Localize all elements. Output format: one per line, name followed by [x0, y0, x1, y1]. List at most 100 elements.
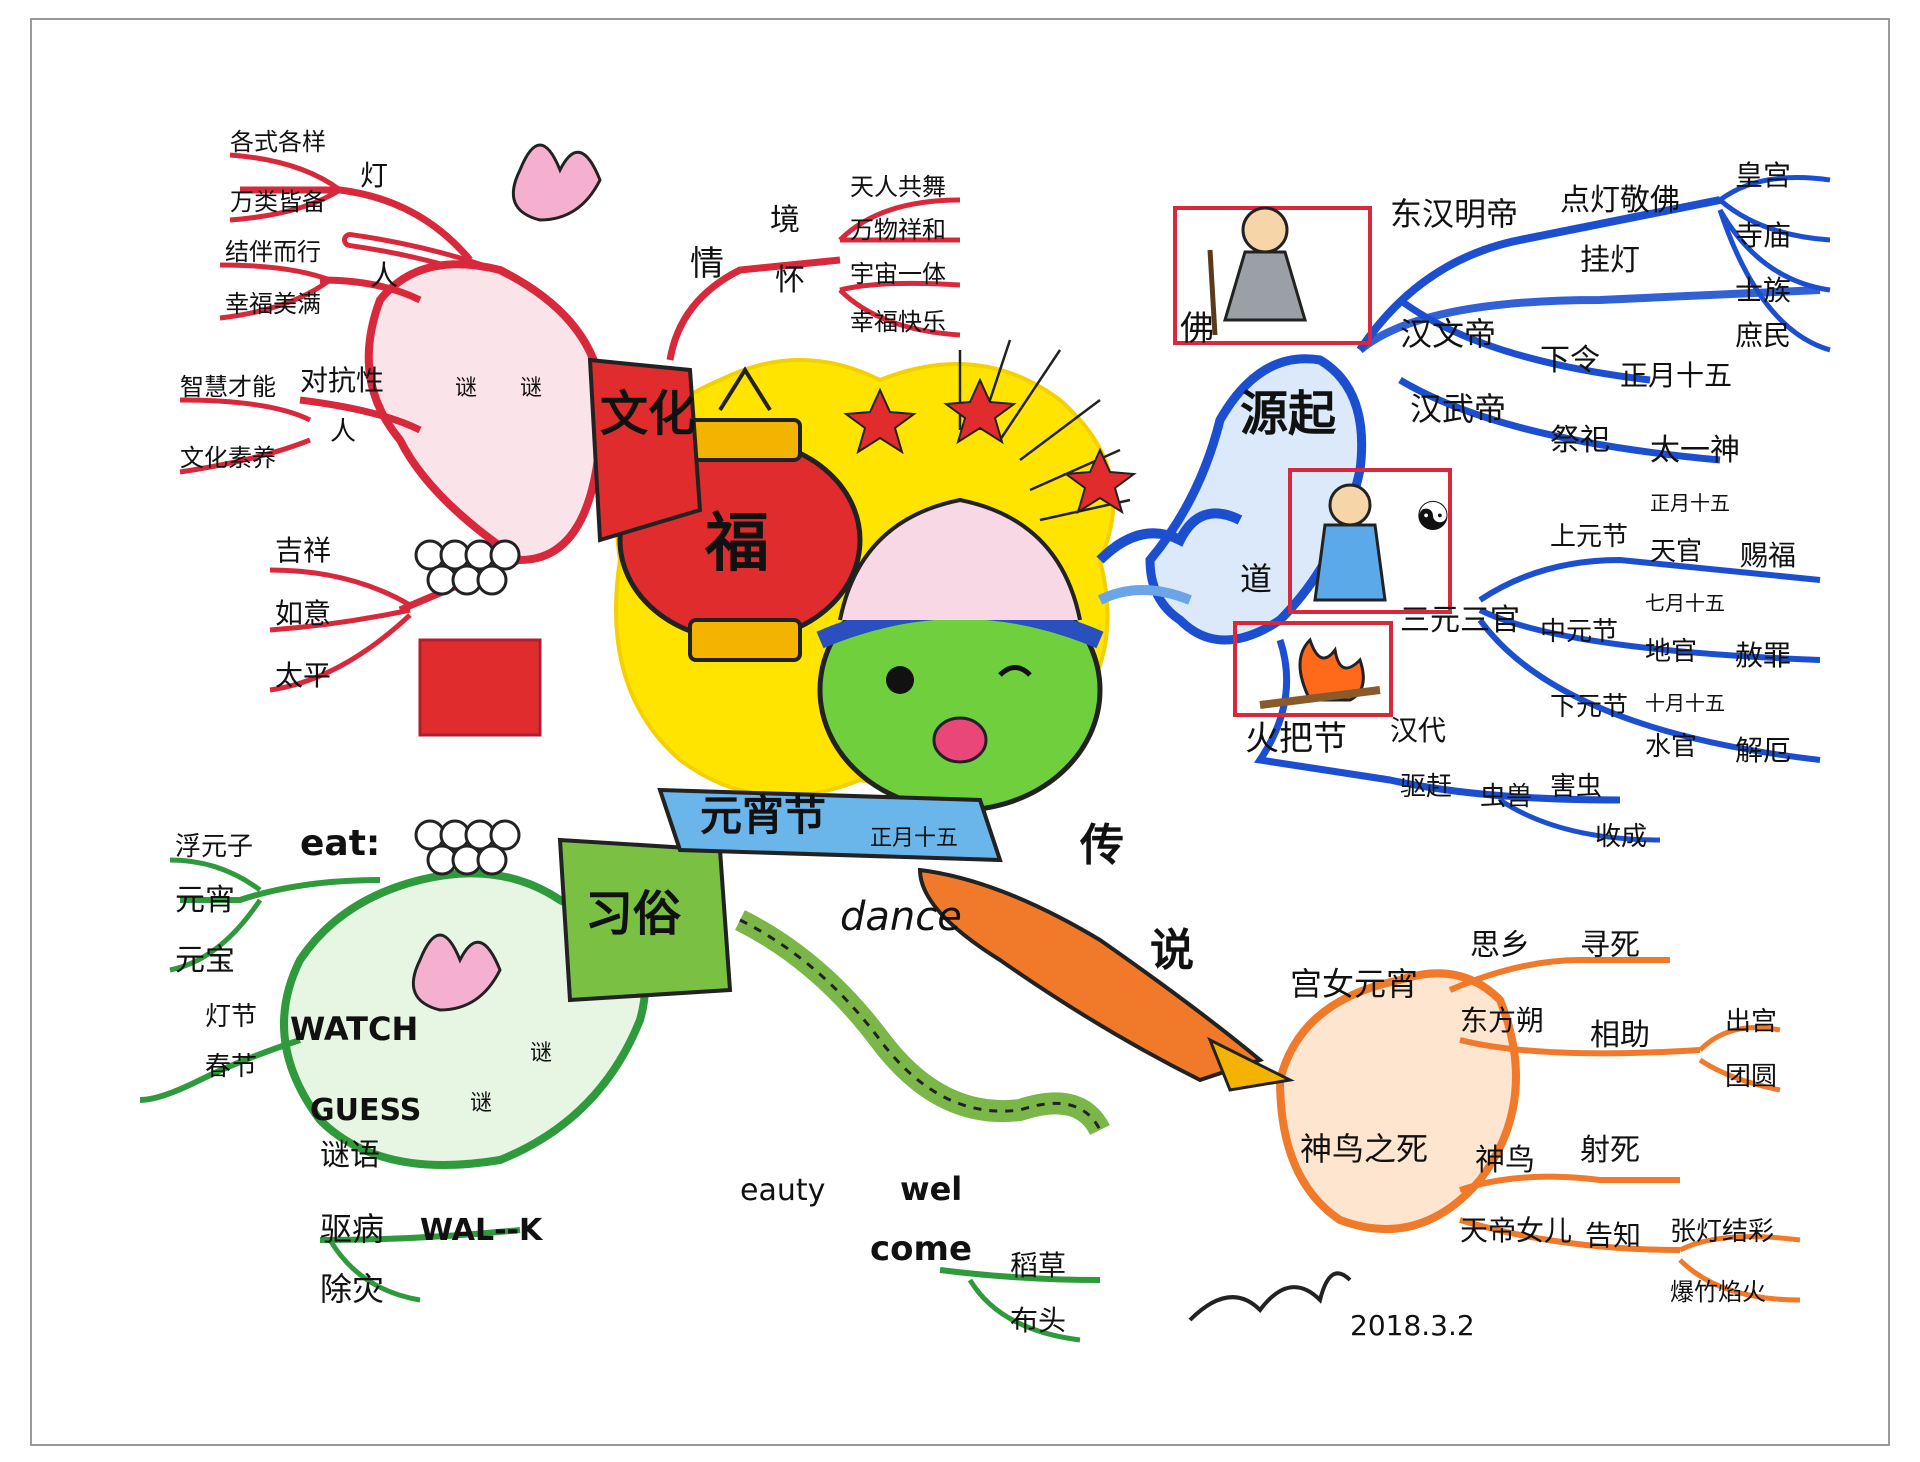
- emotion-label: 情: [690, 244, 724, 284]
- center-title: 元宵节: [700, 791, 826, 840]
- relief: 解厄: [1735, 734, 1791, 767]
- lantern-tag-1: 谜: [455, 376, 477, 401]
- suicide: 寻死: [1580, 928, 1640, 963]
- watch-item-1: 灯节: [205, 1002, 257, 1032]
- riddle: 谜语: [320, 1138, 380, 1173]
- legend-branch: [917, 867, 1801, 1303]
- inform: 告知: [1585, 1219, 1641, 1252]
- customs-label: 习俗: [585, 886, 682, 942]
- legend-label-2: 说: [1150, 925, 1194, 976]
- decree-date: 正月十五: [1620, 359, 1732, 392]
- adversarial-item-1: 智慧才能: [180, 373, 276, 401]
- watch-item-2: 春节: [205, 1052, 257, 1082]
- wish-3: 太平: [275, 659, 331, 692]
- heaven-official: 天官: [1650, 537, 1702, 567]
- lamp-label: 灯: [360, 159, 388, 192]
- hang-lamp: 挂灯: [1580, 243, 1640, 278]
- adversarial-person: 人: [330, 417, 356, 447]
- dance-label: dance: [840, 894, 962, 940]
- lower-festival: 下元节: [1550, 692, 1628, 722]
- eat-label: eat:: [300, 823, 380, 864]
- signature-scribble: [1188, 1271, 1352, 1322]
- legend-label-1: 传: [1079, 820, 1124, 871]
- han-dynasty: 汉代: [1390, 714, 1446, 747]
- pests: 害虫: [1550, 772, 1602, 802]
- watch-label: WATCH: [290, 1010, 418, 1048]
- middle-festival: 中元节: [1540, 617, 1618, 647]
- decree: 下令: [1540, 343, 1600, 378]
- light-worship: 点灯敬佛: [1560, 183, 1680, 218]
- seal-char-1: 谜: [470, 1091, 492, 1116]
- food-1: 浮元子: [175, 832, 253, 862]
- adversarial-item-2: 文化素养: [180, 444, 276, 472]
- walk-label: WAL--K: [420, 1213, 544, 1248]
- palace-maid: 宫女元宵: [1290, 965, 1418, 1003]
- water-official: 水官: [1645, 732, 1697, 762]
- feeling-item-1: 宇宙一体: [850, 260, 946, 288]
- guess-label: GUESS: [310, 1093, 421, 1128]
- people-label: 人: [370, 259, 398, 292]
- scene-item-1: 天人共舞: [850, 173, 946, 201]
- welcome-label: wel: [900, 1170, 962, 1208]
- reunion: 团圆: [1725, 1062, 1777, 1092]
- hang-place-1: 皇宫: [1735, 159, 1791, 192]
- cloth: 布头: [1010, 1304, 1066, 1337]
- expel: 驱赶: [1400, 772, 1452, 802]
- scene-label: 境: [770, 203, 800, 238]
- lantern-tag-2: 谜: [520, 376, 542, 401]
- shot: 射死: [1580, 1133, 1640, 1168]
- lanterns: 张灯结彩: [1670, 1217, 1774, 1247]
- annotation-boxes: [1173, 206, 1452, 717]
- feeling-label: 怀: [775, 263, 805, 298]
- customs-banner: [557, 837, 733, 1003]
- tao-label: 道: [1240, 560, 1272, 598]
- bonfire-box: [1233, 621, 1393, 717]
- red-seal: [418, 638, 542, 737]
- center-ribbon: [657, 787, 1003, 863]
- lamp-item-1: 各式各样: [230, 128, 326, 156]
- lantern-char: 福: [704, 506, 769, 581]
- scene-item-2: 万物祥和: [850, 216, 946, 244]
- food-2: 元宵: [175, 883, 235, 918]
- center-subtitle: 正月十五: [870, 826, 958, 851]
- come-label: come: [870, 1229, 972, 1269]
- culture-branch: [179, 152, 961, 693]
- three-officials: 三元三官: [1400, 603, 1520, 638]
- hang-place-4: 庶民: [1735, 319, 1791, 352]
- hang-place-3: 士族: [1735, 274, 1791, 307]
- lamp-item-2: 万类皆备: [230, 188, 326, 216]
- torch-festival: 火把节: [1245, 719, 1347, 759]
- bird: 神鸟: [1475, 1143, 1535, 1178]
- feeling-item-2: 幸福快乐: [850, 308, 946, 336]
- pardon: 赦罪: [1735, 639, 1791, 672]
- seal-char-2: 谜: [530, 1041, 552, 1066]
- bless: 赐福: [1740, 539, 1796, 572]
- dongfang: 东方朔: [1460, 1004, 1544, 1037]
- yin-yang: ☯: [1415, 494, 1451, 540]
- walk-item-1: 驱病: [320, 1210, 384, 1248]
- upper-date: 正月十五: [1650, 491, 1730, 515]
- exit-palace: 出宫: [1725, 1007, 1777, 1037]
- emperor-wu: 汉武帝: [1410, 390, 1506, 428]
- wish-1: 吉祥: [275, 534, 331, 567]
- earth-official: 地官: [1645, 637, 1697, 667]
- sacrifice: 祭祀: [1550, 423, 1610, 458]
- culture-banner: [587, 357, 703, 543]
- origin-branch: [1096, 175, 1831, 843]
- buddha-label: 佛: [1180, 309, 1214, 349]
- emperor-ming: 东汉明帝: [1390, 195, 1518, 233]
- signature-date: 2018.3.2: [1350, 1309, 1475, 1342]
- homesick: 思乡: [1470, 928, 1530, 963]
- lower-date: 十月十五: [1645, 691, 1725, 715]
- firecrackers: 爆竹焰火: [1670, 1278, 1766, 1306]
- taoist-sage-box: [1288, 468, 1452, 614]
- wish-2: 如意: [275, 597, 331, 630]
- people-item-2: 幸福美满: [225, 290, 321, 318]
- bird-death: 神鸟之死: [1300, 1130, 1428, 1168]
- beauty-label: eauty: [740, 1173, 825, 1208]
- people-item-1: 结伴而行: [225, 238, 321, 266]
- hang-place-2: 寺庙: [1735, 219, 1791, 252]
- insects: 虫兽: [1480, 782, 1532, 812]
- middle-date: 七月十五: [1645, 591, 1725, 615]
